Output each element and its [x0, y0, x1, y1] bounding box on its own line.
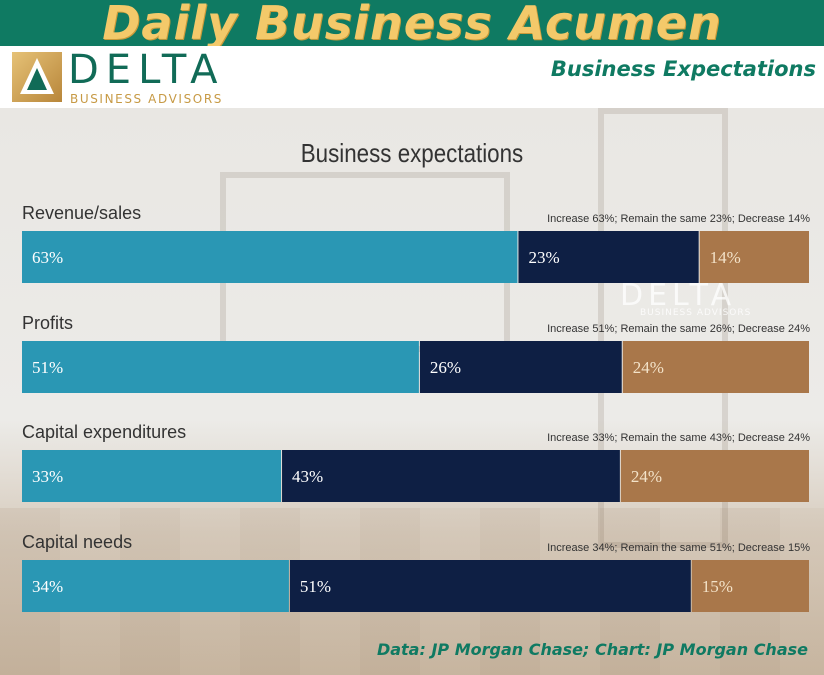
- bar-segment-decrease: [620, 450, 809, 502]
- bar-segment-increase: [22, 560, 289, 612]
- data-label-remain: 26%: [430, 358, 461, 377]
- category-label: Revenue/sales: [22, 203, 141, 223]
- watermark-tagline: BUSINESS ADVISORS: [640, 308, 752, 318]
- data-label-decrease: 24%: [631, 467, 662, 486]
- brand-tagline: BUSINESS ADVISORS: [70, 92, 223, 106]
- bar-segment-remain: [289, 560, 691, 612]
- data-label-increase: 63%: [32, 248, 63, 267]
- brand-bar: DELTA BUSINESS ADVISORS Business Expecta…: [0, 46, 824, 108]
- data-label-increase: 34%: [32, 577, 63, 596]
- row-summary-label: Increase 51%; Remain the same 26%; Decre…: [547, 323, 810, 335]
- header-band: [0, 0, 824, 46]
- data-label-increase: 33%: [32, 467, 63, 486]
- bar-segment-remain: [419, 341, 622, 393]
- data-label-decrease: 24%: [633, 358, 664, 377]
- bar-segment-remain: [518, 231, 699, 283]
- bar-segment-decrease: [691, 560, 809, 612]
- backdrop-door-frame: [598, 108, 728, 548]
- bar-segment-decrease: [699, 231, 809, 283]
- row-summary-label: Increase 63%; Remain the same 23%; Decre…: [547, 213, 810, 225]
- data-label-remain: 43%: [292, 467, 323, 486]
- bar-segment-increase: [22, 341, 419, 393]
- data-label-decrease: 14%: [710, 248, 741, 267]
- data-label-remain: 23%: [528, 248, 559, 267]
- row-summary-label: Increase 34%; Remain the same 51%; Decre…: [547, 542, 810, 554]
- bar-segment-remain: [282, 450, 620, 502]
- category-label: Profits: [22, 313, 73, 333]
- bar-segment-increase: [22, 231, 518, 283]
- brand-name: DELTA: [68, 47, 225, 93]
- chart-title: Business expectations: [300, 138, 524, 168]
- headline: Daily Business Acumen: [102, 0, 722, 50]
- watermark-name: DELTA: [620, 278, 737, 313]
- bar-segment-increase: [22, 450, 282, 502]
- data-label-increase: 51%: [32, 358, 63, 377]
- category-label: Capital needs: [22, 532, 132, 552]
- section-title: Business Expectations: [550, 57, 816, 81]
- delta-logo-icon: [12, 52, 62, 102]
- row-summary-label: Increase 33%; Remain the same 43%; Decre…: [547, 432, 810, 444]
- data-label-decrease: 15%: [702, 577, 733, 596]
- source-note: Data: JP Morgan Chase; Chart: JP Morgan …: [376, 640, 808, 659]
- category-label: Capital expenditures: [22, 422, 186, 442]
- bar-segment-decrease: [622, 341, 809, 393]
- data-label-remain: 51%: [300, 577, 331, 596]
